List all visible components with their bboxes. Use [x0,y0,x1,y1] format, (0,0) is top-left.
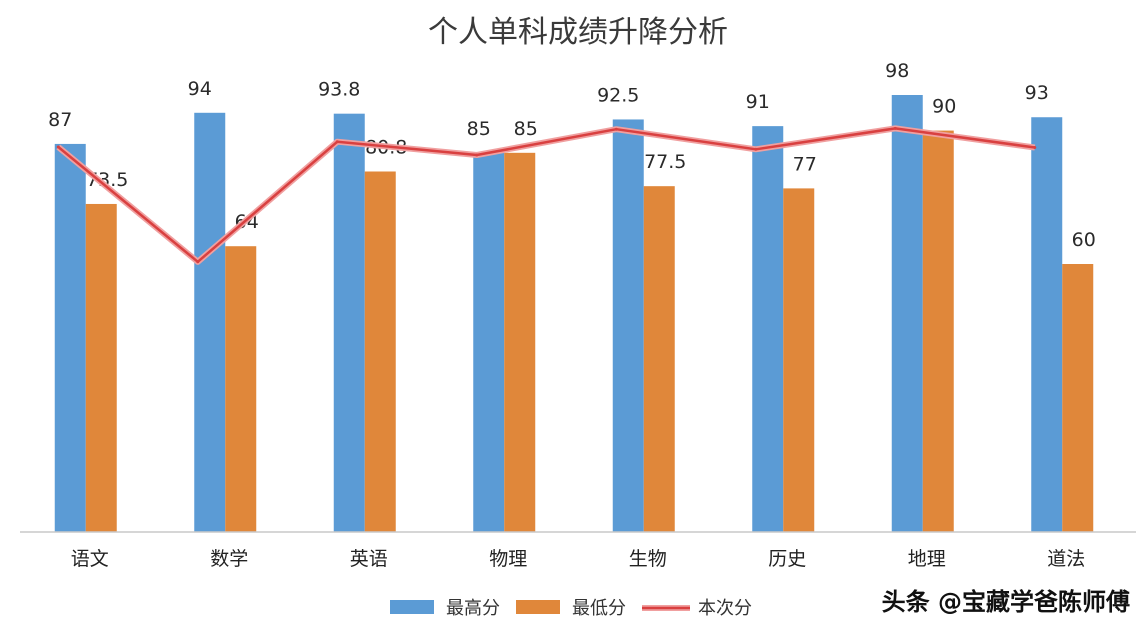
category-label-5: 历史 [768,548,806,570]
line-point-1 [196,260,200,264]
bar-max-1 [194,112,226,532]
bar-min-1 [225,246,257,533]
legend-swatch-1 [516,600,560,614]
data-label-max-2: 93.8 [318,79,360,101]
data-label-max-1: 94 [188,78,212,100]
data-label-min-7: 60 [1072,229,1096,251]
bar-max-7 [1031,117,1063,532]
data-label-max-3: 85 [467,118,491,140]
legend: 最高分 最低分 本次分 [390,598,752,619]
data-label-min-3: 85 [514,118,538,140]
category-label-6: 地理 [908,548,946,570]
bar-min-7 [1062,264,1094,532]
bar-min-6 [922,130,954,532]
category-label-2: 英语 [350,548,388,570]
line-point-7 [1033,145,1037,149]
bar-max-2 [333,113,365,532]
bar-min-4 [643,186,675,532]
bar-min-3 [504,152,536,532]
legend-label-1: 最低分 [572,598,626,619]
line-point-4 [614,127,618,131]
category-label-7: 道法 [1047,548,1085,570]
bar-max-3 [473,152,505,532]
data-label-min-4: 77.5 [644,151,686,173]
line-point-3 [475,153,479,157]
data-label-max-0: 87 [48,109,72,131]
line-point-0 [56,145,60,149]
chart-title: 个人单科成绩升降分析 [428,15,728,50]
data-label-max-5: 91 [746,91,770,113]
legend-label-2: 本次分 [698,598,752,619]
legend-label-0: 最高分 [446,598,500,619]
category-label-3: 物理 [489,548,527,570]
category-labels: 语文 数学 英语 物理 生物 历史 地理 道法 [71,548,1086,570]
bar-min-2 [364,171,396,532]
line-point-5 [754,147,758,151]
category-label-4: 生物 [629,548,667,570]
line-series [56,125,1037,265]
data-label-min-5: 77 [793,153,817,175]
bar-max-0 [54,143,86,532]
data-label-min-0: 73.5 [86,169,128,191]
legend-swatch-0 [390,600,434,614]
watermark: 头条 @宝藏学爸陈师傅 [882,588,1130,616]
line-point-2 [335,140,339,144]
bar-min-5 [783,188,815,533]
data-label-max-6: 98 [885,60,909,82]
line-point-6 [893,126,897,130]
data-label-min-6: 90 [932,96,956,118]
line-path [57,127,1035,264]
bar-max-5 [752,126,784,532]
data-label-max-4: 92.5 [597,84,639,106]
category-label-1: 数学 [210,548,248,570]
bar-max-6 [891,95,923,532]
bar-max-4 [612,119,644,533]
bar-min-0 [85,203,117,533]
data-label-max-7: 93 [1025,82,1049,104]
category-label-0: 语文 [71,548,109,570]
